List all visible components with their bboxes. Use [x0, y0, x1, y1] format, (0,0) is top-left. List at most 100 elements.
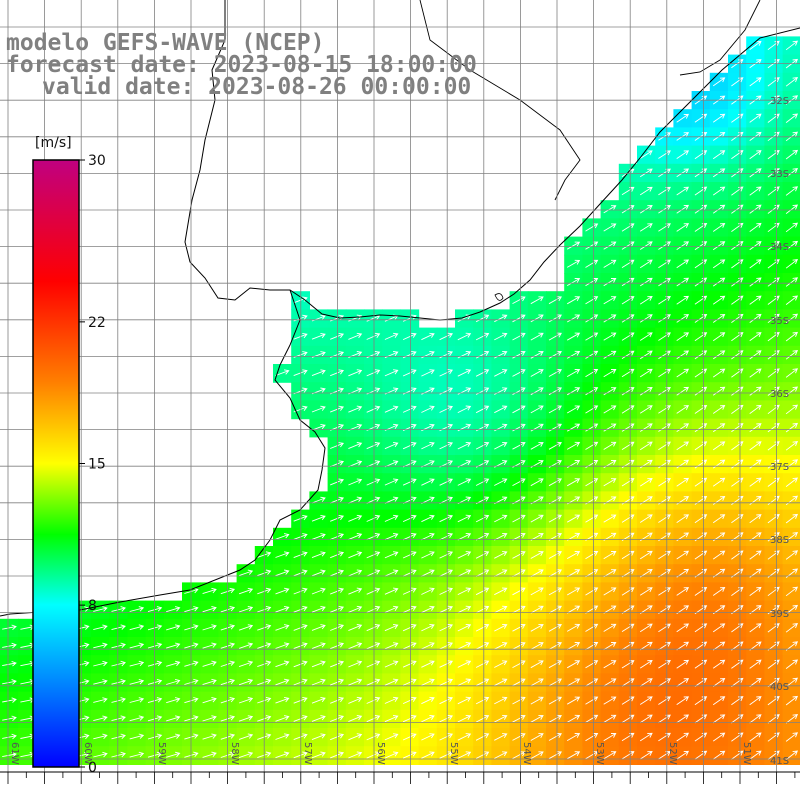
wind-arrow — [712, 332, 726, 342]
wind-arrow — [603, 350, 617, 359]
wind-arrow — [330, 569, 345, 577]
wind-arrow — [639, 350, 653, 360]
wind-arrow — [785, 186, 799, 196]
wind-arrow — [566, 714, 581, 723]
wind-arrow — [548, 751, 562, 760]
wind-arrow — [639, 696, 653, 705]
longitude-labels: 61W 60W 59W 58W 57W 56W 55W 54W 53W 52W 51W — [9, 742, 752, 765]
colorbar-unit: [m/s] — [35, 135, 72, 151]
wind-arrow — [384, 587, 399, 595]
wind-arrow — [767, 404, 780, 415]
lat-label: 38S — [770, 535, 789, 546]
wind-arrow — [676, 350, 690, 360]
wind-arrow — [166, 697, 181, 704]
wind-arrow — [494, 387, 508, 395]
wind-arrow — [621, 259, 635, 268]
wind-arrow — [603, 296, 617, 305]
wind-arrow — [603, 605, 617, 614]
wind-arrow — [366, 624, 381, 632]
wind-arrow — [585, 387, 599, 396]
wind-arrow — [621, 751, 635, 760]
wind-arrow — [767, 550, 780, 560]
wind-arrow — [676, 113, 690, 123]
wind-arrow — [439, 696, 453, 705]
wind-arrow — [402, 624, 417, 632]
lon-label: 59W — [156, 742, 167, 765]
wind-arrow — [585, 423, 599, 432]
wind-arrow — [238, 697, 254, 704]
wind-arrow — [749, 677, 762, 687]
wind-arrow — [402, 587, 417, 595]
wind-arrow — [457, 569, 472, 577]
wind-arrow — [712, 223, 726, 232]
wind-arrow — [512, 678, 526, 687]
wind-arrow — [293, 533, 308, 540]
wind-arrow — [530, 623, 544, 632]
wind-arrow — [639, 277, 653, 287]
wind-arrow — [348, 332, 363, 340]
wind-arrow — [785, 168, 799, 178]
wind-arrow — [439, 551, 453, 559]
wind-arrow — [566, 605, 581, 614]
wind-arrow — [676, 405, 690, 414]
wind-arrow — [785, 386, 799, 396]
wind-arrow — [421, 533, 435, 541]
wind-arrow — [785, 40, 799, 51]
wind-arrow — [311, 405, 326, 413]
wind-arrow — [749, 368, 762, 378]
wind-arrow — [749, 113, 762, 123]
wind-arrow — [494, 678, 508, 687]
wind-arrow — [348, 551, 363, 559]
colorbar-tick-label: 0 — [88, 760, 97, 776]
wind-arrow — [585, 696, 599, 705]
wind-arrow — [785, 331, 799, 342]
wind-arrow — [348, 733, 363, 741]
wind-arrow — [330, 751, 345, 759]
wind-arrow — [603, 332, 617, 341]
forecast-date: forecast date: 2023-08-15 18:00:00 — [6, 52, 477, 78]
wind-arrow — [767, 313, 780, 324]
wind-arrow — [767, 40, 780, 51]
wind-arrow — [712, 77, 726, 87]
wind-arrow — [494, 314, 508, 323]
valid-date: valid date: 2023-08-26 00:00:00 — [42, 74, 472, 100]
wind-arrow — [749, 350, 762, 360]
wind-arrow — [330, 696, 345, 704]
wind-arrow — [712, 204, 726, 214]
wind-arrow — [603, 278, 617, 287]
wind-arrow — [676, 641, 690, 651]
wind-arrow — [603, 441, 617, 450]
wind-arrow — [421, 678, 435, 686]
wind-arrow — [767, 222, 780, 233]
wind-arrow — [749, 495, 762, 505]
wind-arrow — [402, 442, 417, 450]
wind-arrow — [639, 660, 653, 669]
lon-label: 52W — [667, 742, 678, 765]
wind-arrow — [439, 514, 453, 523]
wind-arrow — [293, 660, 308, 668]
wind-arrow — [512, 714, 526, 723]
wind-arrow — [202, 751, 217, 758]
wind-arrow — [530, 587, 544, 596]
wind-arrow — [512, 569, 526, 577]
wind-arrow — [621, 223, 635, 232]
wind-arrow — [548, 642, 562, 650]
wind-arrow — [348, 715, 363, 723]
wind-arrow — [475, 387, 490, 395]
wind-arrow — [402, 351, 417, 359]
wind-arrow — [767, 659, 780, 669]
wind-arrow — [767, 586, 780, 597]
wind-arrow — [512, 350, 526, 359]
wind-arrow — [639, 751, 653, 760]
wind-arrow — [366, 533, 381, 541]
wind-arrow — [621, 514, 635, 523]
wind-arrow — [749, 186, 762, 196]
wind-arrow — [785, 586, 799, 597]
wind-arrow — [475, 714, 490, 723]
wind-arrow — [785, 623, 799, 633]
wind-arrow — [384, 569, 399, 577]
wind-arrow — [475, 569, 490, 577]
wind-arrow — [749, 659, 762, 669]
wind-arrow — [166, 678, 181, 685]
wind-arrow — [785, 422, 799, 433]
